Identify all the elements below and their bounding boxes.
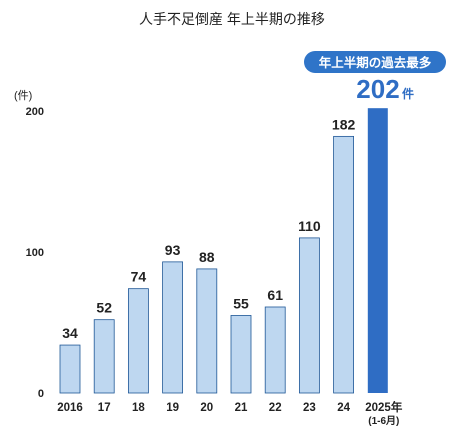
bar-value-label: 110	[298, 218, 321, 234]
highlight-value-unit: 件	[402, 86, 414, 101]
bar-value-label: 93	[165, 242, 181, 258]
x-tick-label: 2025年	[365, 400, 403, 414]
bar-value-label: 74	[131, 269, 147, 285]
chart-title: 人手不足倒産 年上半期の推移	[139, 11, 325, 27]
x-axis-tick-labels: 2016 17 18 19 20 21 22 23 24 2025年(1-6月)	[57, 400, 403, 427]
bar-value-labels: 34 52 74 93 88 55 61 110 182	[62, 116, 355, 341]
bar-value-label: 182	[332, 116, 356, 132]
bar	[298, 237, 320, 394]
bar-value-label: 34	[62, 325, 78, 341]
x-tick-label: 21	[235, 402, 248, 414]
x-tick-label: 20	[200, 402, 213, 414]
y-tick-label: 200	[26, 106, 44, 118]
bar-value-label: 61	[267, 287, 283, 303]
x-tick-label: 24	[337, 402, 350, 414]
bar	[333, 135, 355, 394]
callout-text: 年上半期の過去最多	[319, 55, 432, 70]
callout-badge	[304, 51, 446, 73]
record-callout: 年上半期の過去最多	[304, 51, 446, 73]
bars	[59, 108, 388, 394]
y-axis-ticks: 0 100 200	[26, 106, 44, 400]
bar-value-label: 88	[199, 249, 215, 265]
highlight-value-number: 202	[356, 74, 399, 104]
bar-value-label: 52	[96, 300, 112, 316]
x-tick-label: 19	[166, 402, 179, 414]
x-tick-sublabel: (1-6月)	[368, 415, 399, 427]
x-tick-label: 2016	[57, 402, 83, 414]
highlight-value-label: 202 件	[356, 74, 414, 104]
bar	[162, 261, 184, 394]
bar	[127, 288, 149, 394]
bar	[230, 315, 252, 394]
bar	[264, 306, 286, 394]
x-tick-label: 23	[303, 402, 316, 414]
y-axis-unit-label: (件)	[14, 89, 32, 102]
bar	[196, 268, 218, 394]
bar	[93, 319, 115, 394]
bar	[59, 344, 81, 394]
x-tick-label: 17	[98, 402, 111, 414]
y-tick-label: 100	[26, 247, 44, 259]
x-tick-label: 18	[132, 402, 145, 414]
y-tick-label: 0	[38, 388, 44, 400]
bar-highlight	[367, 108, 388, 394]
x-tick-label: 22	[269, 402, 282, 414]
bar-value-label: 55	[233, 295, 249, 311]
